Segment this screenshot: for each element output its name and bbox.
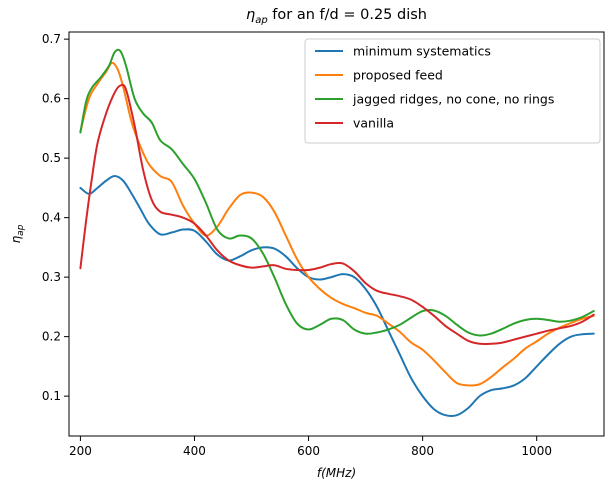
y-tick-label: 0.6 xyxy=(42,92,61,106)
x-tick-label: 200 xyxy=(69,444,92,458)
axis-ticks: 200 400 600 800 1000 0.1 0.2 0.3 0.4 0.5 0.6 0.7 xyxy=(42,32,552,458)
plot-frame xyxy=(68,31,605,437)
x-tick-label: 800 xyxy=(411,444,434,458)
chart-title: ηap for an f/d = 0.25 dish xyxy=(246,7,427,26)
x-tick-label: 400 xyxy=(183,444,206,458)
x-tick-label: 600 xyxy=(297,444,320,458)
x-axis-label: f(MHz) xyxy=(317,466,356,480)
series-line-3 xyxy=(79,48,595,337)
y-tick-label: 0.4 xyxy=(42,211,61,225)
x-tick-label: 1000 xyxy=(521,444,552,458)
legend-box xyxy=(304,38,601,144)
y-axis-label: ηap xyxy=(9,224,26,243)
series-line-2 xyxy=(79,61,595,387)
legend: minimum systematics proposed feed jagged r… xyxy=(304,38,601,144)
legend-label: minimum systematics xyxy=(353,44,491,59)
series-line-1 xyxy=(79,174,595,417)
title-text: ηap for an f/d = 0.25 dish xyxy=(246,7,427,26)
y-tick-label: 0.7 xyxy=(42,32,61,46)
series-lines xyxy=(79,48,595,417)
y-tick-label: 0.1 xyxy=(42,389,61,403)
legend-label: vanilla xyxy=(353,116,394,131)
y-tick-label: 0.5 xyxy=(42,151,61,165)
series-line-4 xyxy=(79,83,595,346)
y-tick-label: 0.3 xyxy=(42,270,61,284)
y-tick-label: 0.2 xyxy=(42,330,61,344)
legend-label: jagged ridges, no cone, no rings xyxy=(352,92,554,107)
plot-area xyxy=(79,48,595,417)
legend-label: proposed feed xyxy=(353,68,443,83)
